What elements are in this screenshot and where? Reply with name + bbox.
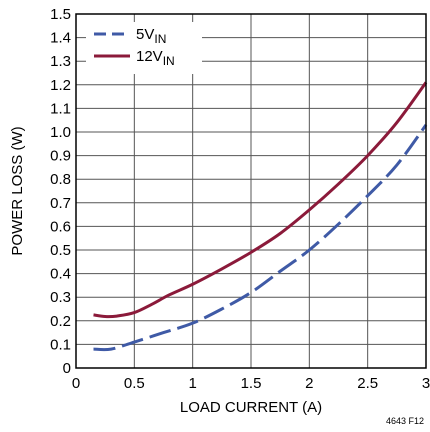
y-tick-label: 0.4	[50, 266, 71, 283]
figure-code: 4643 F12	[386, 416, 424, 426]
plot-frame	[75, 13, 427, 369]
y-tick-label: 0.5	[50, 242, 71, 259]
y-tick-labels: 0 0.1 0.2 0.3 0.4 0.5 0.6 0.7 0.8 0.9 1.0 1.1 1.2 1.3…	[50, 6, 71, 377]
x-tick-label: 2.5	[357, 375, 378, 392]
y-tick-label: 0.7	[50, 195, 71, 212]
y-tick-label: 1.2	[50, 77, 71, 94]
y-tick-label: 0.9	[50, 148, 71, 165]
series-line-5vin	[93, 124, 428, 352]
x-axis-title: LOAD CURRENT (A)	[180, 399, 322, 416]
y-tick-label: 1.5	[50, 6, 71, 23]
y-tick-label: 0.3	[50, 289, 71, 306]
y-tick-label: 1.4	[50, 30, 71, 47]
x-tick-label: 0.5	[124, 375, 145, 392]
x-tick-label: 3	[422, 375, 430, 392]
y-axis-title: POWER LOSS (W)	[9, 126, 26, 255]
legend-label: 5VIN	[136, 26, 166, 46]
series-line-12vin	[93, 81, 428, 319]
y-tick-label: 0.6	[50, 218, 71, 235]
y-tick-label: 1.0	[50, 124, 71, 141]
y-tick-label: 0.1	[50, 336, 71, 353]
y-tick-label: 0.2	[50, 313, 71, 330]
x-tick-labels: 0 0.5 1 1.5 2 2.5 3	[72, 375, 430, 392]
x-tick-label: 2	[305, 375, 313, 392]
x-tick-label: 1.5	[241, 375, 262, 392]
y-tick-label: 1.3	[50, 53, 71, 70]
series-layer	[93, 81, 428, 352]
y-tick-label: 0.8	[50, 171, 71, 188]
legend-label: 12VIN	[136, 48, 175, 68]
x-tick-label: 1	[188, 375, 196, 392]
y-tick-label: 0	[63, 360, 71, 377]
legend-background	[86, 22, 202, 74]
x-tick-label: 0	[72, 375, 80, 392]
y-tick-label: 1.1	[50, 100, 71, 117]
